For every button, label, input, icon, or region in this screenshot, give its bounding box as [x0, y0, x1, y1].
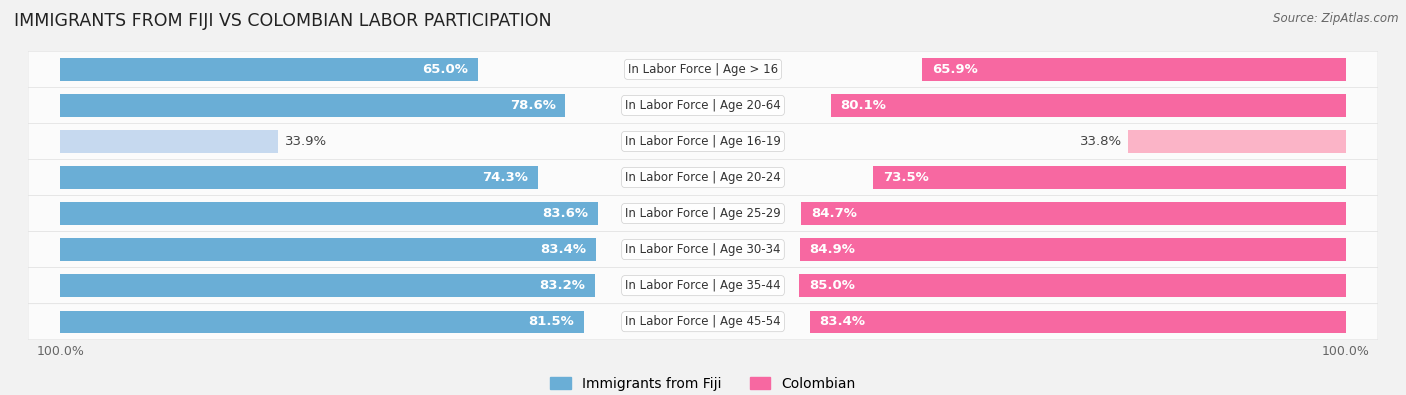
Bar [810, 310, 1346, 333]
Text: In Labor Force | Age 30-34: In Labor Force | Age 30-34 [626, 243, 780, 256]
Text: In Labor Force | Age 16-19: In Labor Force | Age 16-19 [626, 135, 780, 148]
Text: 81.5%: 81.5% [529, 315, 575, 328]
Text: IMMIGRANTS FROM FIJI VS COLOMBIAN LABOR PARTICIPATION: IMMIGRANTS FROM FIJI VS COLOMBIAN LABOR … [14, 12, 551, 30]
Text: 83.2%: 83.2% [540, 279, 585, 292]
Bar [800, 239, 1346, 261]
FancyBboxPatch shape [28, 196, 1378, 231]
Text: 83.4%: 83.4% [541, 243, 586, 256]
FancyBboxPatch shape [28, 304, 1378, 340]
Bar [1129, 130, 1346, 152]
FancyBboxPatch shape [28, 51, 1378, 87]
Text: In Labor Force | Age 25-29: In Labor Force | Age 25-29 [626, 207, 780, 220]
FancyBboxPatch shape [28, 124, 1378, 160]
Bar [60, 202, 598, 225]
FancyBboxPatch shape [28, 160, 1378, 196]
Text: 74.3%: 74.3% [482, 171, 529, 184]
Text: 84.9%: 84.9% [810, 243, 856, 256]
Bar [60, 310, 583, 333]
FancyBboxPatch shape [28, 268, 1378, 304]
Text: In Labor Force | Age 35-44: In Labor Force | Age 35-44 [626, 279, 780, 292]
Text: 83.4%: 83.4% [820, 315, 865, 328]
Text: 65.0%: 65.0% [423, 63, 468, 76]
Text: Source: ZipAtlas.com: Source: ZipAtlas.com [1274, 12, 1399, 25]
Text: 33.8%: 33.8% [1080, 135, 1122, 148]
Text: 80.1%: 80.1% [841, 99, 886, 112]
Text: 65.9%: 65.9% [932, 63, 977, 76]
Text: In Labor Force | Age 20-24: In Labor Force | Age 20-24 [626, 171, 780, 184]
Text: 84.7%: 84.7% [811, 207, 856, 220]
Text: 83.6%: 83.6% [541, 207, 588, 220]
Text: 73.5%: 73.5% [883, 171, 929, 184]
Text: In Labor Force | Age 20-64: In Labor Force | Age 20-64 [626, 99, 780, 112]
Bar [60, 130, 278, 152]
Text: 33.9%: 33.9% [284, 135, 326, 148]
Legend: Immigrants from Fiji, Colombian: Immigrants from Fiji, Colombian [544, 371, 862, 395]
Text: 85.0%: 85.0% [808, 279, 855, 292]
Text: In Labor Force | Age > 16: In Labor Force | Age > 16 [628, 63, 778, 76]
Bar [60, 58, 478, 81]
Bar [801, 202, 1346, 225]
Bar [873, 166, 1346, 189]
Bar [800, 275, 1346, 297]
Text: In Labor Force | Age 45-54: In Labor Force | Age 45-54 [626, 315, 780, 328]
Bar [60, 275, 595, 297]
Bar [831, 94, 1346, 117]
Bar [60, 94, 565, 117]
Text: 78.6%: 78.6% [510, 99, 555, 112]
Bar [60, 166, 538, 189]
FancyBboxPatch shape [28, 87, 1378, 124]
Bar [922, 58, 1346, 81]
FancyBboxPatch shape [28, 231, 1378, 268]
Bar [60, 239, 596, 261]
